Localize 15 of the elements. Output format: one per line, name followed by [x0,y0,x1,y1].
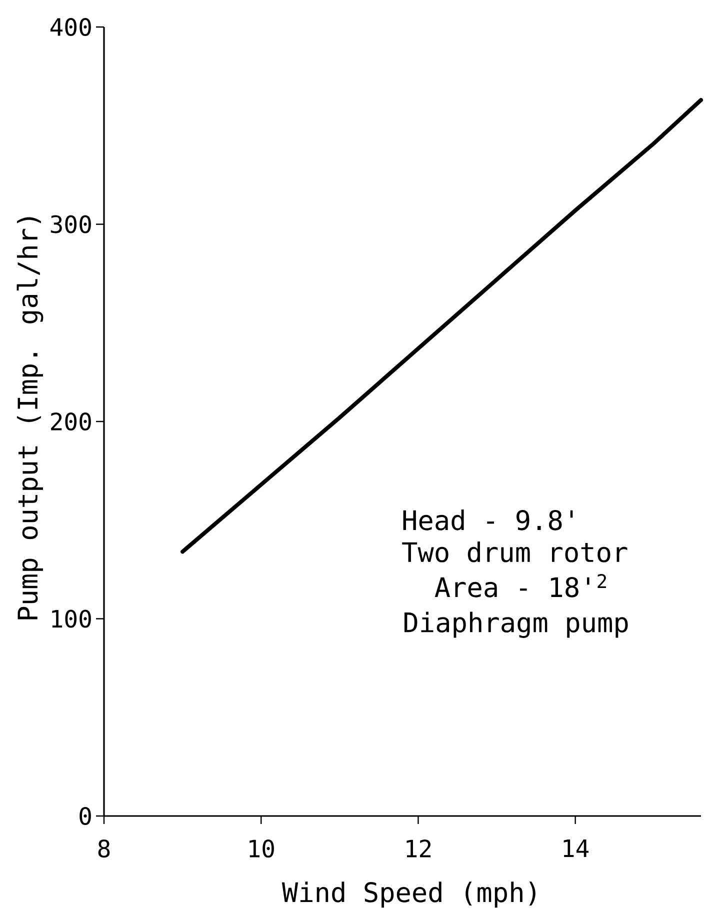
annotation: Area - 18'$^{2}$ [434,574,606,598]
x-tick-label: 10 [250,840,274,858]
y-tick-label: 100 [52,610,91,628]
y-axis-title: Pump output (Imp. gal/hr) [16,217,44,620]
y-tick-label: 400 [50,18,91,36]
x-tick-label: 12 [406,840,431,858]
y-tick-label: 300 [50,215,91,234]
x-tick-label: 8 [98,840,110,858]
x-axis-title: Wind Speed (mph) [282,882,536,908]
y-tick-label: 200 [51,412,91,431]
x-tick-label: 14 [564,840,589,857]
annotation: Two drum rotor [402,541,628,562]
y-tick-label: 0 [80,806,91,826]
annotation: Head - 9.8' [403,510,573,530]
annotation: Diaphragm pump [404,612,628,638]
